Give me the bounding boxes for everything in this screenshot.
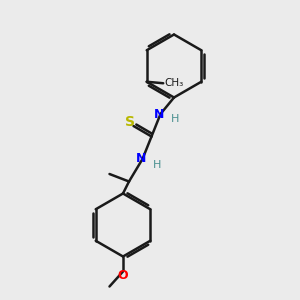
- Text: N: N: [136, 152, 146, 166]
- Text: O: O: [118, 269, 128, 282]
- Text: H: H: [153, 160, 161, 170]
- Text: CH₃: CH₃: [165, 78, 184, 88]
- Text: H: H: [171, 114, 179, 124]
- Text: N: N: [154, 107, 164, 121]
- Text: S: S: [125, 115, 135, 128]
